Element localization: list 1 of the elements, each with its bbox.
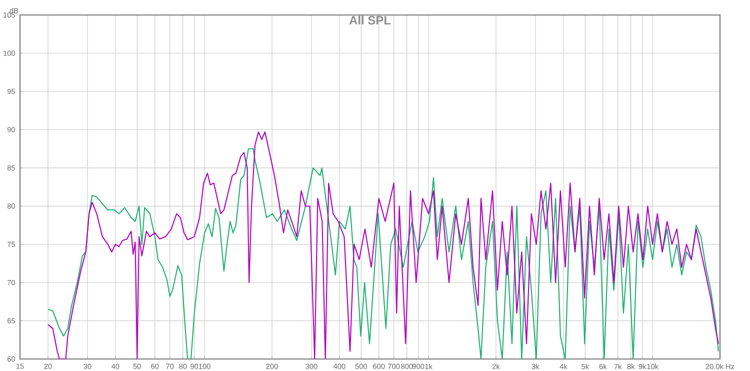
chart-title: All SPL — [349, 16, 391, 25]
